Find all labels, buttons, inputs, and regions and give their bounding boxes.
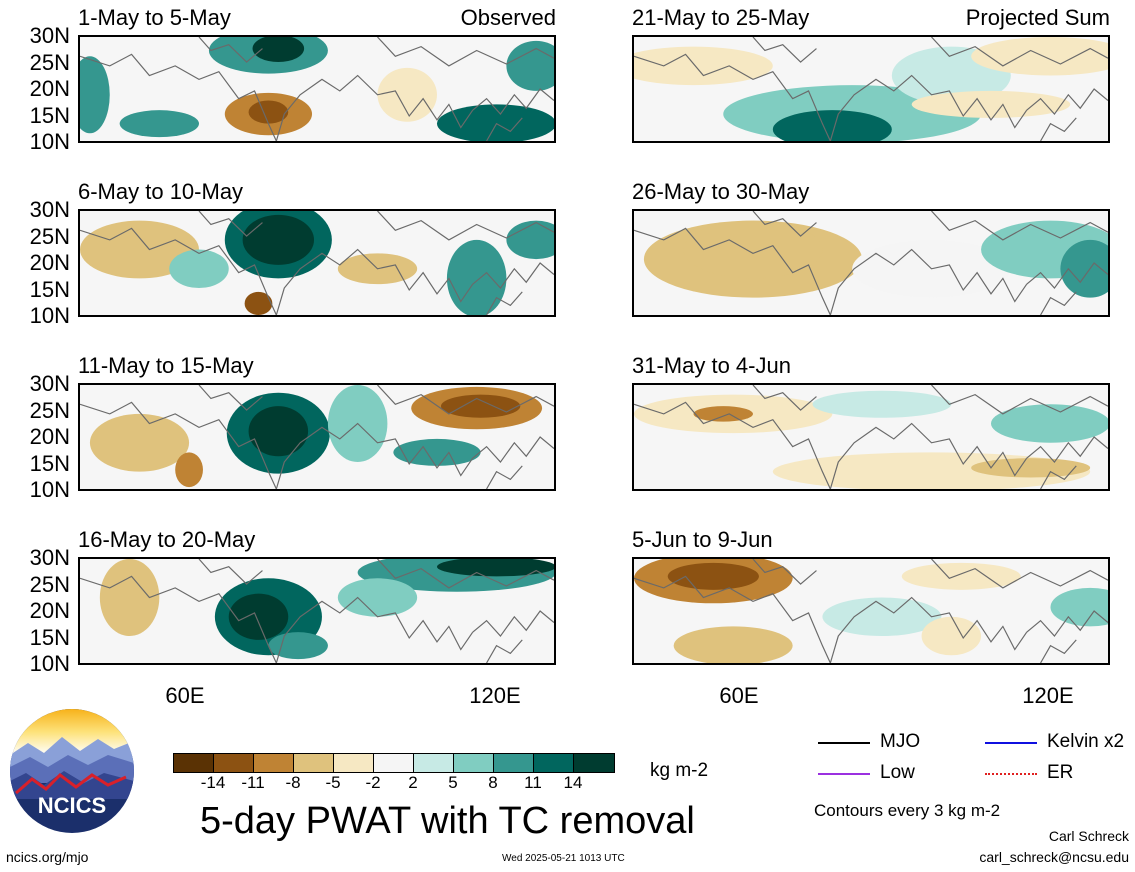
author-name: Carl Schreck <box>1048 828 1129 844</box>
panel-title: 11-May to 15-May <box>78 353 254 378</box>
logo-text: NCICS <box>38 793 106 818</box>
colorbar <box>173 753 615 773</box>
legend-label: Low <box>880 762 915 783</box>
y-tick-label: 10N <box>29 477 70 502</box>
y-tick-label: 10N <box>29 303 70 328</box>
colorbar-swatch <box>374 754 414 772</box>
y-tick-label: 30N <box>29 197 70 222</box>
colorbar-label: 2 <box>408 773 418 792</box>
legend-line <box>985 773 1037 775</box>
y-tick-label: 25N <box>29 223 70 249</box>
legend-label: MJO <box>880 731 921 752</box>
colorbar-label: -5 <box>325 773 341 792</box>
y-tick-label: 20N <box>29 76 70 101</box>
pwat-map <box>632 557 1110 665</box>
colorbar-label: -11 <box>241 773 265 792</box>
y-tick-label: 25N <box>29 49 70 75</box>
panel-title: 5-Jun to 9-Jun <box>632 527 773 552</box>
pwat-map <box>632 383 1110 491</box>
author-email: carl_schreck@ncsu.edu <box>979 849 1129 865</box>
colorbar-label: -8 <box>285 773 301 792</box>
panel-title: 1-May to 5-May <box>78 5 231 30</box>
colorbar-swatch <box>494 754 534 772</box>
y-tick-label: 30N <box>29 23 70 48</box>
y-tick-label: 25N <box>29 571 70 597</box>
colorbar-swatch <box>334 754 374 772</box>
colorbar-label: 8 <box>488 773 498 792</box>
pwat-map <box>78 557 556 665</box>
y-tick-label: 15N <box>29 624 70 650</box>
panel-title: 16-May to 20-May <box>78 527 256 552</box>
colorbar-label: -2 <box>365 773 381 792</box>
x-tick-label: 60E <box>165 683 205 708</box>
y-tick-label: 10N <box>29 651 70 676</box>
y-tick-label: 15N <box>29 450 70 476</box>
y-tick-label: 30N <box>29 371 70 396</box>
colorbar-swatch <box>454 754 494 772</box>
figure-title: 5-day PWAT with TC removal <box>200 800 695 842</box>
legend-line <box>985 742 1037 744</box>
y-tick-label: 20N <box>29 424 70 449</box>
colorbar-swatch <box>214 754 254 772</box>
contour-note: Contours every 3 kg m-2 <box>814 801 1001 820</box>
x-tick-label: 120E <box>1022 683 1074 708</box>
y-tick-label: 20N <box>29 598 70 623</box>
colorbar-swatch <box>414 754 454 772</box>
site-url: ncics.org/mjo <box>6 849 89 865</box>
panel-title: 6-May to 10-May <box>78 179 244 204</box>
colorbar-label: -14 <box>200 773 226 792</box>
colorbar-label: 5 <box>448 773 458 792</box>
x-tick-label: 60E <box>719 683 759 708</box>
panel-title: 31-May to 4-Jun <box>632 353 791 378</box>
panel-title: 26-May to 30-May <box>632 179 810 204</box>
pwat-map <box>78 383 556 491</box>
y-tick-label: 15N <box>29 102 70 128</box>
y-tick-label: 30N <box>29 545 70 570</box>
colorbar-swatch <box>574 754 614 772</box>
legend-label: Kelvin x2 <box>1047 731 1125 752</box>
panel-corner-label: Observed <box>460 5 556 30</box>
y-tick-label: 20N <box>29 250 70 275</box>
pwat-map <box>78 209 556 317</box>
colorbar-swatch <box>254 754 294 772</box>
legend-label: ER <box>1047 762 1074 783</box>
legend-line <box>818 742 870 744</box>
y-tick-label: 10N <box>29 129 70 154</box>
pwat-map <box>632 35 1110 143</box>
pwat-map <box>632 209 1110 317</box>
y-tick-label: 25N <box>29 397 70 423</box>
ncics-logo: NCICS <box>10 709 134 833</box>
legend-line <box>818 773 870 775</box>
pwat-map <box>78 35 556 143</box>
timestamp: Wed 2025-05-21 1013 UTC <box>502 853 625 864</box>
colorbar-label: 11 <box>524 773 542 792</box>
units-label: kg m-2 <box>650 760 709 781</box>
y-tick-label: 15N <box>29 276 70 302</box>
colorbar-label: 14 <box>563 773 583 792</box>
panel-title: 21-May to 25-May <box>632 5 810 30</box>
colorbar-swatch <box>534 754 574 772</box>
colorbar-swatch <box>174 754 214 772</box>
x-tick-label: 120E <box>469 683 521 708</box>
panel-corner-label: Projected Sum <box>965 5 1110 30</box>
colorbar-swatch <box>294 754 334 772</box>
